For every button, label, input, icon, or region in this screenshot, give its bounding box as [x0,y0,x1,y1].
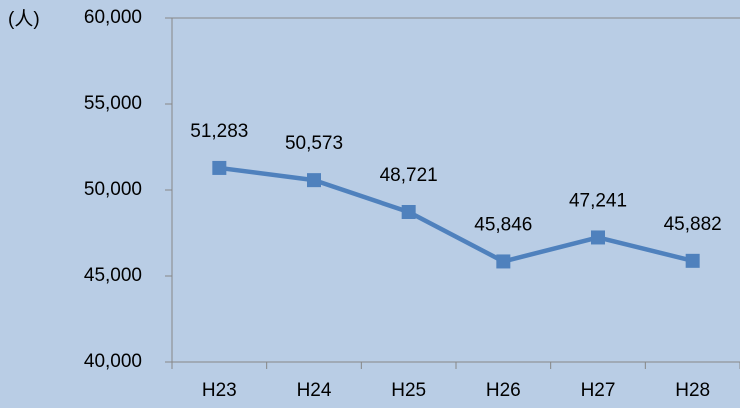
marker [212,160,227,175]
x-tick-label: H27 [581,380,616,401]
y-tick-label: 45,000 [84,265,142,286]
marker [591,230,605,245]
y-axis-label: (人) [8,8,40,30]
y-tick-label: 50,000 [84,179,142,200]
x-tick-label: H28 [675,380,710,401]
data-label: 51,283 [190,121,248,142]
x-tick-label: H25 [391,380,426,401]
x-tick-label: H24 [297,380,332,401]
y-tick-label: 60,000 [84,7,142,28]
marker [401,204,416,219]
marker [496,254,511,269]
data-label: 47,241 [569,190,627,211]
data-label: 50,573 [285,133,343,154]
data-label: 45,846 [474,214,532,235]
y-tick-label: 55,000 [84,93,142,114]
data-label: 45,882 [664,214,722,235]
x-tick-label: H23 [202,380,237,401]
marker [307,173,321,188]
series-line [219,165,694,264]
x-tick-label: H26 [486,380,521,401]
y-tick-label: 40,000 [84,351,142,372]
marker [685,253,700,268]
data-label: 48,721 [380,165,438,186]
